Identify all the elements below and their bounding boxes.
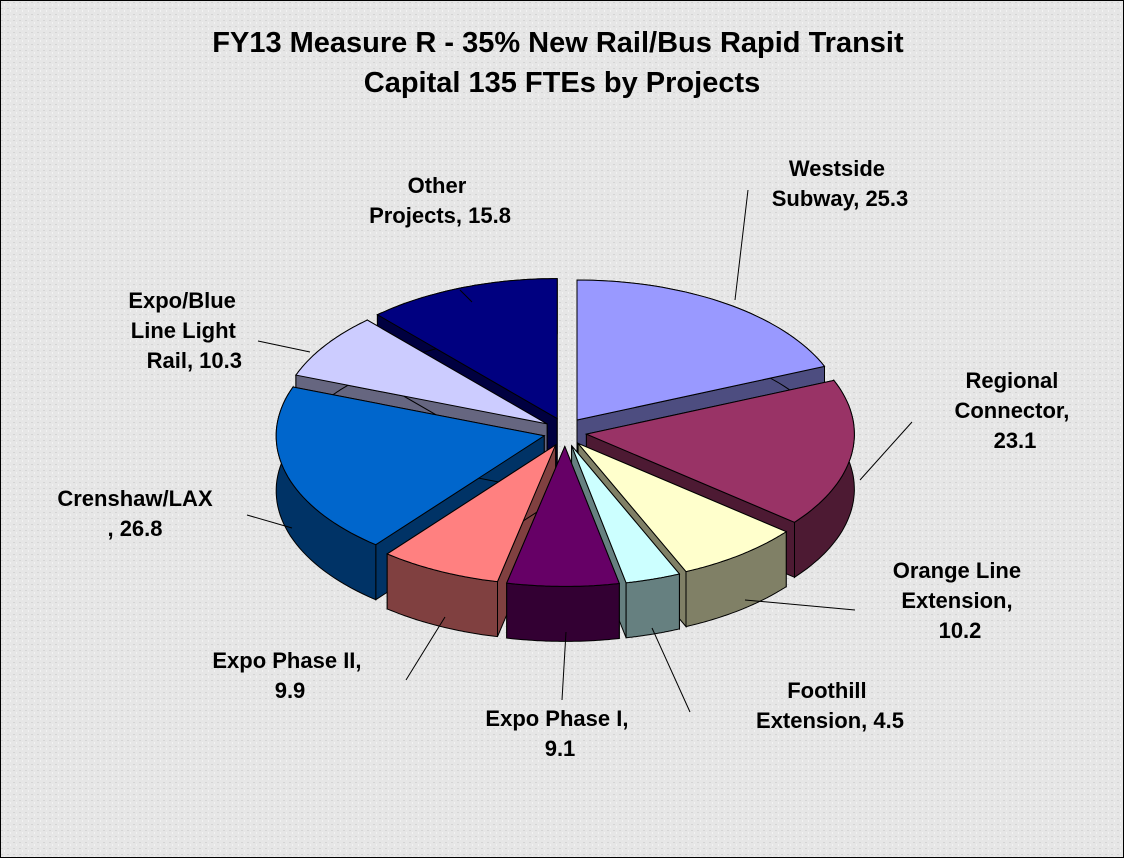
leader-line xyxy=(561,631,567,701)
data-label: Expo Phase II, 9.9 xyxy=(212,648,367,703)
leader-line xyxy=(246,514,293,529)
data-label: Westside Subway, 25.3 xyxy=(772,156,909,211)
pie-slice xyxy=(584,379,855,523)
leader-line xyxy=(734,189,749,301)
slice-wall xyxy=(506,582,620,642)
pie-slice xyxy=(376,278,558,420)
pie-slice xyxy=(275,386,546,546)
pie-slice xyxy=(571,445,681,584)
data-label: Crenshaw/LAX, 26.8 xyxy=(57,486,213,541)
pie-slice xyxy=(386,443,557,583)
leader-line xyxy=(651,627,691,713)
chart-title: FY13 Measure R - 35% New Rail/Bus Rapid … xyxy=(212,27,911,99)
pie-slice xyxy=(505,445,621,587)
data-label: Expo/Blue Line Light Rail, 10.3 xyxy=(128,288,242,373)
leader-line xyxy=(405,616,446,681)
pie-slice xyxy=(294,319,548,425)
data-label: Foothill Extension, 4.5 xyxy=(756,678,904,733)
pie-slice xyxy=(577,442,788,573)
data-label: Regional Connector, 23.1 xyxy=(954,368,1075,453)
pie-slice xyxy=(576,279,826,421)
data-label: Orange Line Extension, 10.2 xyxy=(893,558,1027,643)
leader-line xyxy=(744,599,856,611)
leader-line xyxy=(459,289,473,303)
data-label: Expo Phase I, 9.1 xyxy=(485,706,634,761)
pie-slice-group xyxy=(505,445,621,642)
leader-line xyxy=(257,340,311,353)
slice-wall xyxy=(625,573,680,639)
leader-line xyxy=(859,421,913,481)
data-label: Other Projects, 15.8 xyxy=(369,173,511,228)
